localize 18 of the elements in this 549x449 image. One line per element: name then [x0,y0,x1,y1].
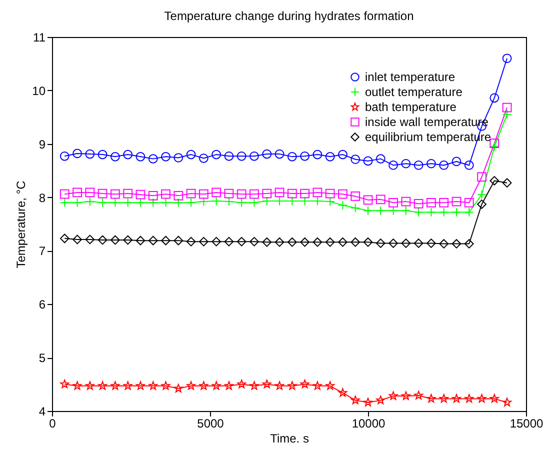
y-tick-label: 5 [38,351,46,366]
x-axis-title: Time. s [270,432,309,446]
y-tick-label: 8 [38,190,46,205]
y-tick-label: 6 [38,298,46,312]
legend-label: bath temperature [365,100,457,114]
y-tick-label: 7 [38,244,46,258]
x-tick-label: 0 [49,416,56,430]
y-tick-label: 10 [32,84,46,98]
y-tick-label: 11 [33,30,46,44]
x-tick-label: 15000 [510,416,544,430]
y-axis-title: Temperature, °C [14,180,28,268]
x-tick-label: 10000 [352,416,386,430]
legend-label: outlet temperature [365,85,463,99]
y-tick-label: 4 [38,404,46,418]
y-tick-label: 9 [38,137,46,152]
legend-label: inlet temperature [365,70,456,84]
x-tick-label: 5000 [197,416,224,430]
chart-title: Temperature change during hydrates formation [164,9,414,23]
